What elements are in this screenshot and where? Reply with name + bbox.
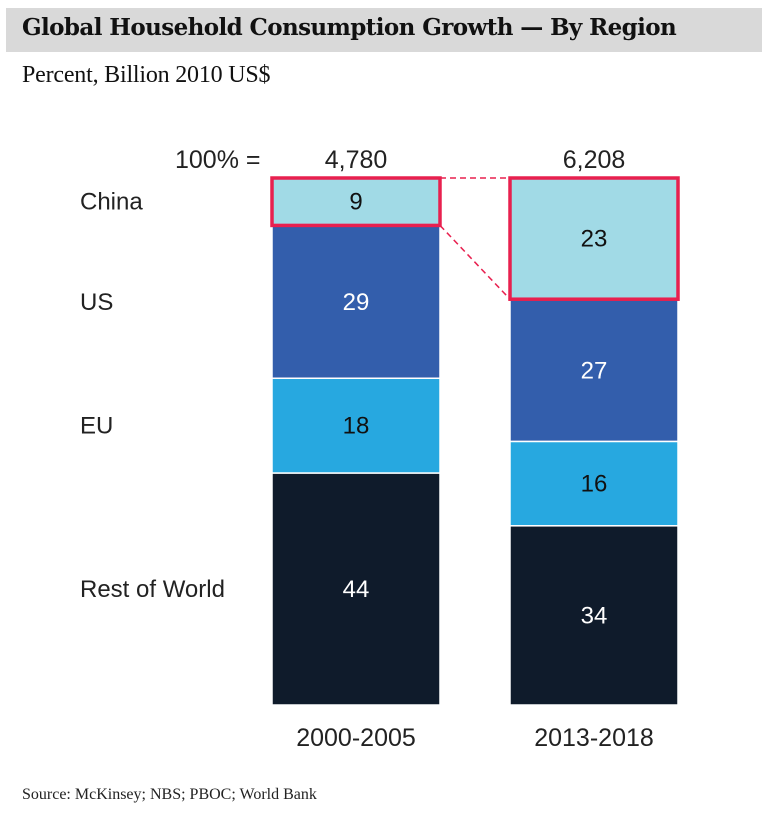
x-tick-label: 2000-2005 — [296, 724, 416, 752]
highlight-box — [508, 176, 680, 301]
bar-segment-rest-of-world-1 — [271, 472, 441, 706]
data-label: 44 — [343, 576, 370, 603]
chart-title: Global Household Consumption Growth — By… — [22, 14, 677, 41]
series-label-china: China — [80, 189, 143, 216]
highlight-box — [270, 176, 442, 228]
data-label: 9 — [349, 189, 362, 216]
series-label-us: US — [80, 289, 113, 316]
total-label: 4,780 — [325, 146, 388, 174]
series-label-eu: EU — [80, 413, 113, 440]
data-label: 23 — [581, 226, 608, 253]
data-label: 16 — [581, 471, 608, 498]
data-label: 29 — [343, 289, 370, 316]
series-label-rest-of-world: Rest of World — [80, 576, 225, 603]
chart-subtitle: Percent, Billion 2010 US$ — [22, 62, 271, 88]
total-label: 6,208 — [563, 146, 626, 174]
total-prefix-label: 100% = — [175, 146, 261, 174]
title-bar — [6, 8, 762, 52]
data-label: 18 — [343, 413, 370, 440]
connector-line — [439, 224, 511, 300]
data-label: 34 — [581, 602, 608, 629]
x-tick-label: 2013-2018 — [534, 724, 654, 752]
data-label: 27 — [581, 357, 608, 384]
bar-segment-us-2 — [509, 298, 679, 443]
source-note: Source: McKinsey; NBS; PBOC; World Bank — [22, 786, 317, 803]
bar-segment-rest-of-world-2 — [509, 525, 679, 706]
bar-segment-eu-2 — [509, 440, 679, 527]
